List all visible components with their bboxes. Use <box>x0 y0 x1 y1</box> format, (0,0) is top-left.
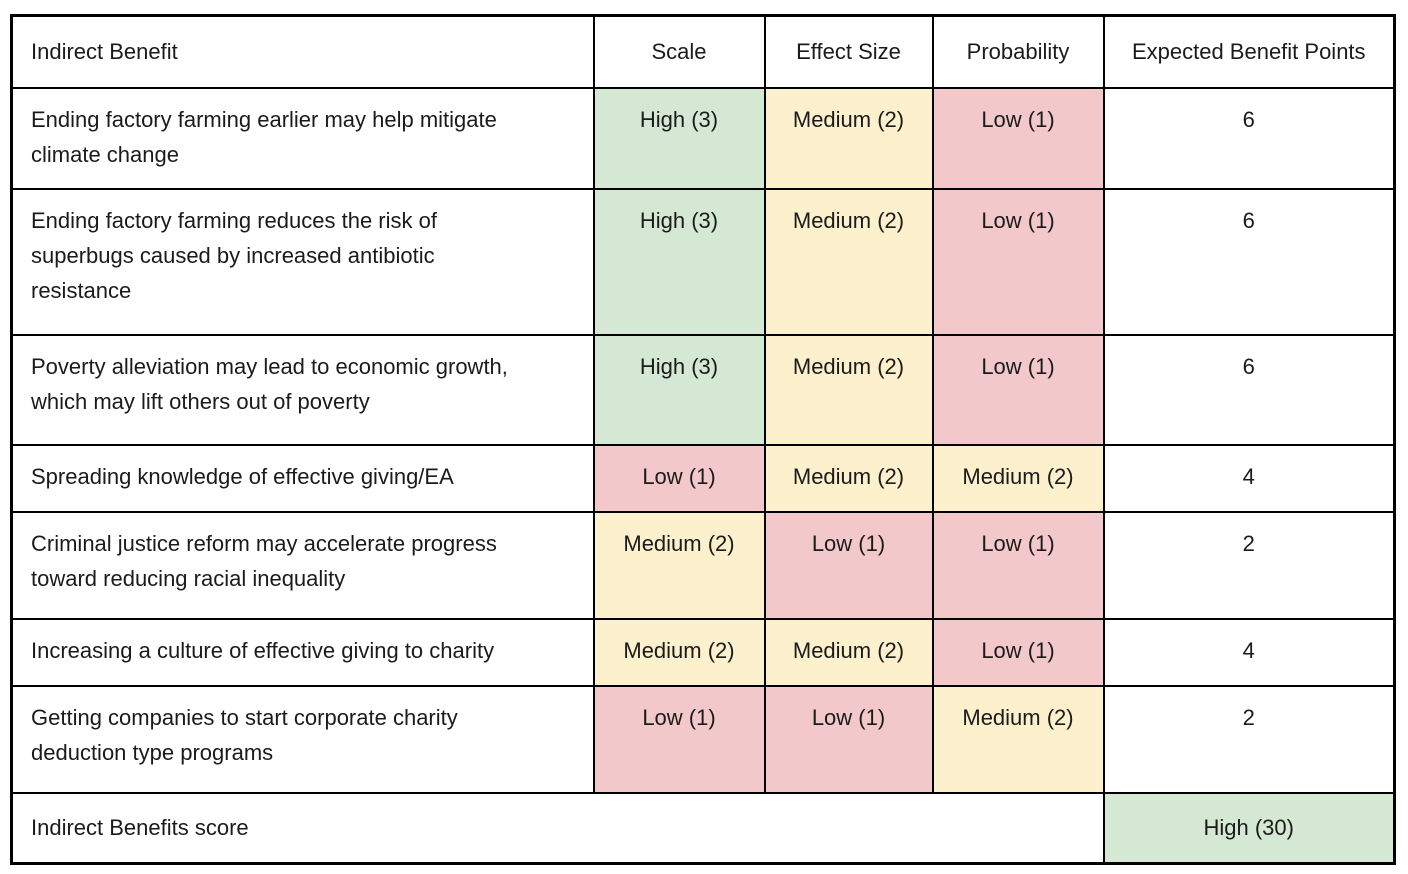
scale-cell: High (3) <box>592 187 766 336</box>
table-row: Spreading knowledge of effective giving/… <box>10 443 1396 513</box>
indirect-benefits-table: Indirect Benefit Scale Effect Size Proba… <box>10 14 1396 865</box>
points-cell: 6 <box>1102 333 1396 446</box>
scale-cell: Medium (2) <box>592 510 766 620</box>
score-row: Indirect Benefits score High (30) <box>10 791 1396 865</box>
footer-label-cell: Indirect Benefits score <box>10 791 1105 865</box>
points-cell: 6 <box>1102 86 1396 190</box>
effect-size-cell: Medium (2) <box>763 86 934 190</box>
table-row: Ending factory farming earlier may help … <box>10 86 1396 190</box>
table-row: Increasing a culture of effective giving… <box>10 617 1396 687</box>
points-cell: 2 <box>1102 684 1396 794</box>
scale-cell: High (3) <box>592 333 766 446</box>
points-cell: 4 <box>1102 443 1396 513</box>
table-row: Criminal justice reform may accelerate p… <box>10 510 1396 620</box>
scale-cell: Low (1) <box>592 443 766 513</box>
benefit-cell: Spreading knowledge of effective giving/… <box>10 443 595 513</box>
header-effect-size: Effect Size <box>763 14 934 89</box>
scale-cell: Medium (2) <box>592 617 766 687</box>
effect-size-cell: Low (1) <box>763 684 934 794</box>
scale-cell: High (3) <box>592 86 766 190</box>
probability-cell: Low (1) <box>931 333 1105 446</box>
effect-size-cell: Medium (2) <box>763 443 934 513</box>
benefit-cell: Ending factory farming earlier may help … <box>10 86 595 190</box>
benefit-cell: Criminal justice reform may accelerate p… <box>10 510 595 620</box>
points-cell: 4 <box>1102 617 1396 687</box>
probability-cell: Medium (2) <box>931 443 1105 513</box>
benefit-cell: Poverty alleviation may lead to economic… <box>10 333 595 446</box>
scale-cell: Low (1) <box>592 684 766 794</box>
probability-cell: Low (1) <box>931 187 1105 336</box>
table-row: Getting companies to start corporate cha… <box>10 684 1396 794</box>
header-row: Indirect Benefit Scale Effect Size Proba… <box>10 14 1396 89</box>
header-expected-points: Expected Benefit Points <box>1102 14 1396 89</box>
table-row: Poverty alleviation may lead to economic… <box>10 333 1396 446</box>
points-cell: 6 <box>1102 187 1396 336</box>
points-cell: 2 <box>1102 510 1396 620</box>
effect-size-cell: Medium (2) <box>763 187 934 336</box>
header-probability: Probability <box>931 14 1105 89</box>
benefit-cell: Getting companies to start corporate cha… <box>10 684 595 794</box>
effect-size-cell: Low (1) <box>763 510 934 620</box>
benefit-cell: Ending factory farming reduces the risk … <box>10 187 595 336</box>
probability-cell: Low (1) <box>931 617 1105 687</box>
effect-size-cell: Medium (2) <box>763 333 934 446</box>
header-scale: Scale <box>592 14 766 89</box>
effect-size-cell: Medium (2) <box>763 617 934 687</box>
header-benefit: Indirect Benefit <box>10 14 595 89</box>
probability-cell: Low (1) <box>931 86 1105 190</box>
probability-cell: Medium (2) <box>931 684 1105 794</box>
benefit-cell: Increasing a culture of effective giving… <box>10 617 595 687</box>
table-row: Ending factory farming reduces the risk … <box>10 187 1396 336</box>
footer-score-cell: High (30) <box>1102 791 1396 865</box>
probability-cell: Low (1) <box>931 510 1105 620</box>
